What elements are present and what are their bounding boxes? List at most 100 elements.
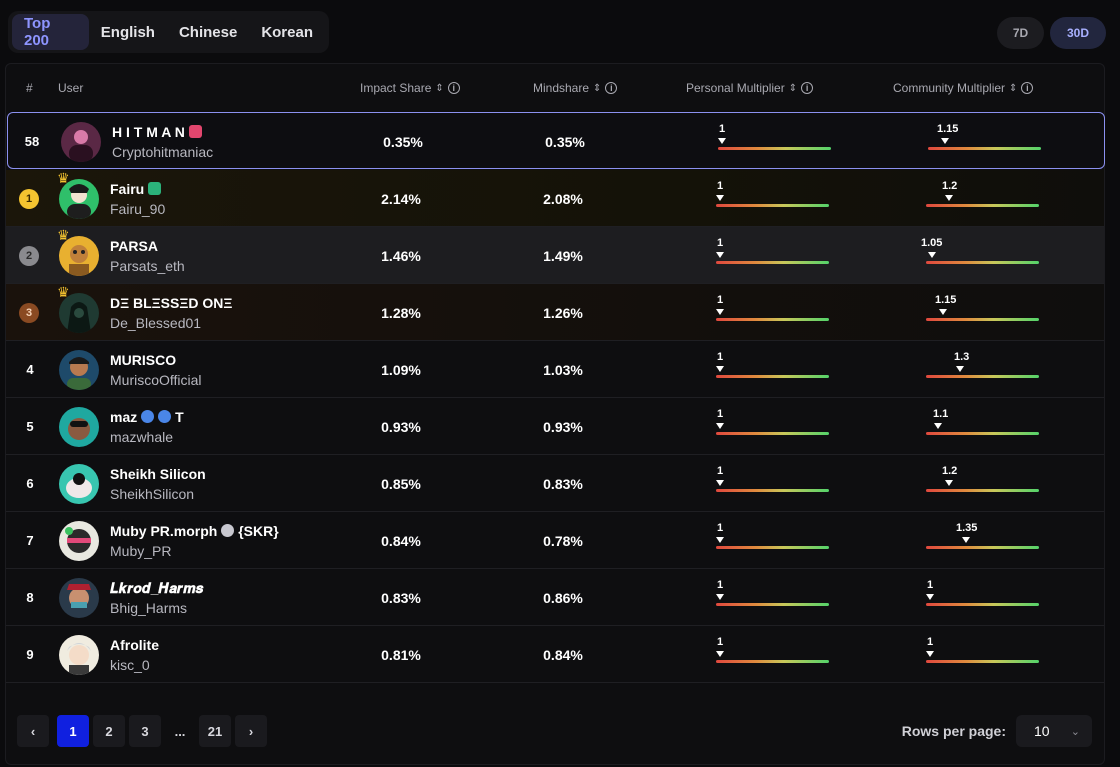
- user-name[interactable]: Afrolite: [110, 637, 159, 653]
- table-row[interactable]: 5 maz T mazwhale 0.93% 0.93% 1 1.1: [6, 398, 1104, 455]
- multiplier-bar: [716, 432, 829, 435]
- info-icon[interactable]: i: [1021, 82, 1034, 94]
- user-handle[interactable]: Muby_PR: [110, 543, 172, 559]
- table-row[interactable]: 1 ♛ Fairu Fairu_90 2.14% 2.08% 1 1.2: [6, 170, 1104, 227]
- user-name[interactable]: Muby PR.morph {SKR}: [110, 523, 279, 539]
- personal-multiplier-value: 1: [717, 237, 724, 249]
- bear-emoji-icon: [221, 524, 235, 537]
- community-multiplier: 1.3: [926, 341, 1041, 398]
- table-row[interactable]: 4 MURISCO MuriscoOfficial 1.09% 1.03% 1 …: [6, 341, 1104, 398]
- user-handle[interactable]: Parsats_eth: [110, 258, 185, 274]
- period-30d-button[interactable]: 30D: [1050, 17, 1106, 49]
- pagination-ellipsis: ...: [174, 723, 186, 739]
- mindshare-value: 0.84%: [543, 646, 583, 663]
- mindshare-value: 2.08%: [543, 190, 583, 207]
- marker-icon: [716, 309, 724, 315]
- personal-multiplier: 1: [716, 284, 831, 341]
- marker-icon: [956, 366, 964, 372]
- personal-multiplier-value: 1: [717, 579, 724, 591]
- col-impact-header[interactable]: Impact Share ⇕ i: [360, 81, 460, 95]
- user-name[interactable]: 𝑳𝒌𝒓𝒐𝒅_𝑯𝒂𝒓𝒎𝒔: [110, 580, 204, 596]
- sort-icon[interactable]: ⇕: [435, 82, 444, 94]
- marker-icon: [716, 480, 724, 486]
- rows-per-page-label: Rows per page:: [901, 723, 1006, 739]
- user-handle[interactable]: mazwhale: [110, 429, 174, 445]
- user-name[interactable]: maz T: [110, 409, 184, 425]
- page-2-button[interactable]: 2: [93, 715, 125, 747]
- chevron-down-icon: ⌄: [1070, 725, 1080, 738]
- personal-multiplier: 1: [716, 512, 831, 569]
- avatar: [59, 350, 99, 390]
- user-handle[interactable]: Cryptohitmaniac: [112, 144, 214, 160]
- user-handle[interactable]: MuriscoOfficial: [110, 372, 202, 388]
- multiplier-bar: [928, 147, 1041, 150]
- row-rank: 9: [26, 647, 34, 662]
- personal-multiplier: 1: [716, 341, 831, 398]
- community-multiplier: 1.15: [928, 113, 1043, 170]
- table-row[interactable]: 6 Sheikh Silicon SheikhSilicon 0.85% 0.8…: [6, 455, 1104, 512]
- table-row[interactable]: 7 Muby PR.morph {SKR} Muby_PR 0.84% 0.78…: [6, 512, 1104, 569]
- crown-icon: ♛: [57, 170, 70, 186]
- info-icon[interactable]: i: [447, 82, 460, 94]
- community-multiplier-value: 1.05: [921, 237, 943, 249]
- col-mindshare-header[interactable]: Mindshare ⇕ i: [533, 81, 618, 95]
- page-21-button[interactable]: 21: [199, 715, 231, 747]
- personal-multiplier: 1: [716, 455, 831, 512]
- avatar: [59, 521, 99, 561]
- crown-icon: ♛: [57, 227, 70, 243]
- mindshare-value: 1.26%: [543, 304, 583, 321]
- next-page-button[interactable]: ›: [235, 715, 267, 747]
- multiplier-bar: [718, 147, 831, 150]
- sort-icon[interactable]: ⇕: [1009, 82, 1018, 94]
- avatar: [59, 407, 99, 447]
- info-icon[interactable]: i: [801, 82, 814, 94]
- sort-icon[interactable]: ⇕: [788, 82, 798, 94]
- tab-chinese[interactable]: Chinese: [178, 23, 238, 41]
- community-multiplier-value: 1.15: [937, 123, 959, 135]
- user-name[interactable]: PARSA: [110, 238, 158, 254]
- multiplier-bar: [926, 375, 1039, 378]
- avatar: [59, 293, 99, 333]
- period-7d-button[interactable]: 7D: [997, 17, 1044, 49]
- prev-page-button[interactable]: ‹: [17, 715, 49, 747]
- table-row[interactable]: 8 𝑳𝒌𝒓𝒐𝒅_𝑯𝒂𝒓𝒎𝒔 Bhig_Harms 0.83% 0.86% 1 1: [6, 569, 1104, 626]
- table-row[interactable]: 2 ♛ PARSA Parsats_eth 1.46% 1.49% 1 1.05: [6, 227, 1104, 284]
- table-row[interactable]: 3 ♛ DΞ BLΞSSΞD ONΞ De_Blessed01 1.28% 1.…: [6, 284, 1104, 341]
- tab-english[interactable]: English: [100, 23, 155, 41]
- user-name[interactable]: Fairu: [110, 181, 162, 197]
- personal-multiplier: 1: [718, 113, 833, 170]
- user-handle[interactable]: De_Blessed01: [110, 315, 202, 331]
- community-multiplier-value: 1.1: [933, 408, 949, 420]
- avatar: [59, 635, 99, 675]
- tab-top-200[interactable]: Top 200: [12, 14, 89, 50]
- impact-share-value: 0.85%: [381, 475, 421, 492]
- personal-multiplier-value: 1: [717, 351, 724, 363]
- table-header: # User Impact Share ⇕ i Mindshare ⇕ i Pe…: [6, 64, 1104, 112]
- table-row[interactable]: 9 Afrolite kisc_0 0.81% 0.84% 1 1: [6, 626, 1104, 683]
- rows-per-page: Rows per page: 10 ⌄: [902, 715, 1092, 747]
- col-personal-header[interactable]: Personal Multiplier ⇕ i: [686, 81, 814, 95]
- page-3-button[interactable]: 3: [129, 715, 161, 747]
- user-name-text: H I T M A N: [112, 124, 185, 140]
- period-toggle: 7D 30D: [997, 17, 1106, 49]
- rows-per-page-select[interactable]: 10 ⌄: [1016, 715, 1092, 747]
- community-multiplier-value: 1.2: [942, 465, 958, 477]
- user-handle[interactable]: Fairu_90: [110, 201, 166, 217]
- col-community-header[interactable]: Community Multiplier ⇕ i: [893, 81, 1034, 95]
- page-1-button[interactable]: 1: [57, 715, 89, 747]
- tab-korean[interactable]: Korean: [261, 23, 313, 41]
- user-name[interactable]: DΞ BLΞSSΞD ONΞ: [110, 295, 233, 311]
- avatar: [59, 179, 99, 219]
- sort-icon[interactable]: ⇕: [593, 82, 602, 94]
- user-handle[interactable]: Bhig_Harms: [110, 600, 188, 616]
- table-row-current-user[interactable]: 58 H I T M A N Cryptohitmaniac 0.35% 0.3…: [7, 112, 1105, 169]
- user-name[interactable]: MURISCO: [110, 352, 177, 368]
- user-name[interactable]: Sheikh Silicon: [110, 466, 206, 482]
- community-multiplier: 1.1: [926, 398, 1041, 455]
- user-handle[interactable]: kisc_0: [110, 657, 150, 673]
- user-name-text: Muby PR.morph: [110, 523, 218, 539]
- user-name[interactable]: H I T M A N: [112, 124, 202, 140]
- user-handle[interactable]: SheikhSilicon: [110, 486, 195, 502]
- impact-share-value: 0.83%: [381, 589, 421, 606]
- info-icon[interactable]: i: [605, 82, 618, 94]
